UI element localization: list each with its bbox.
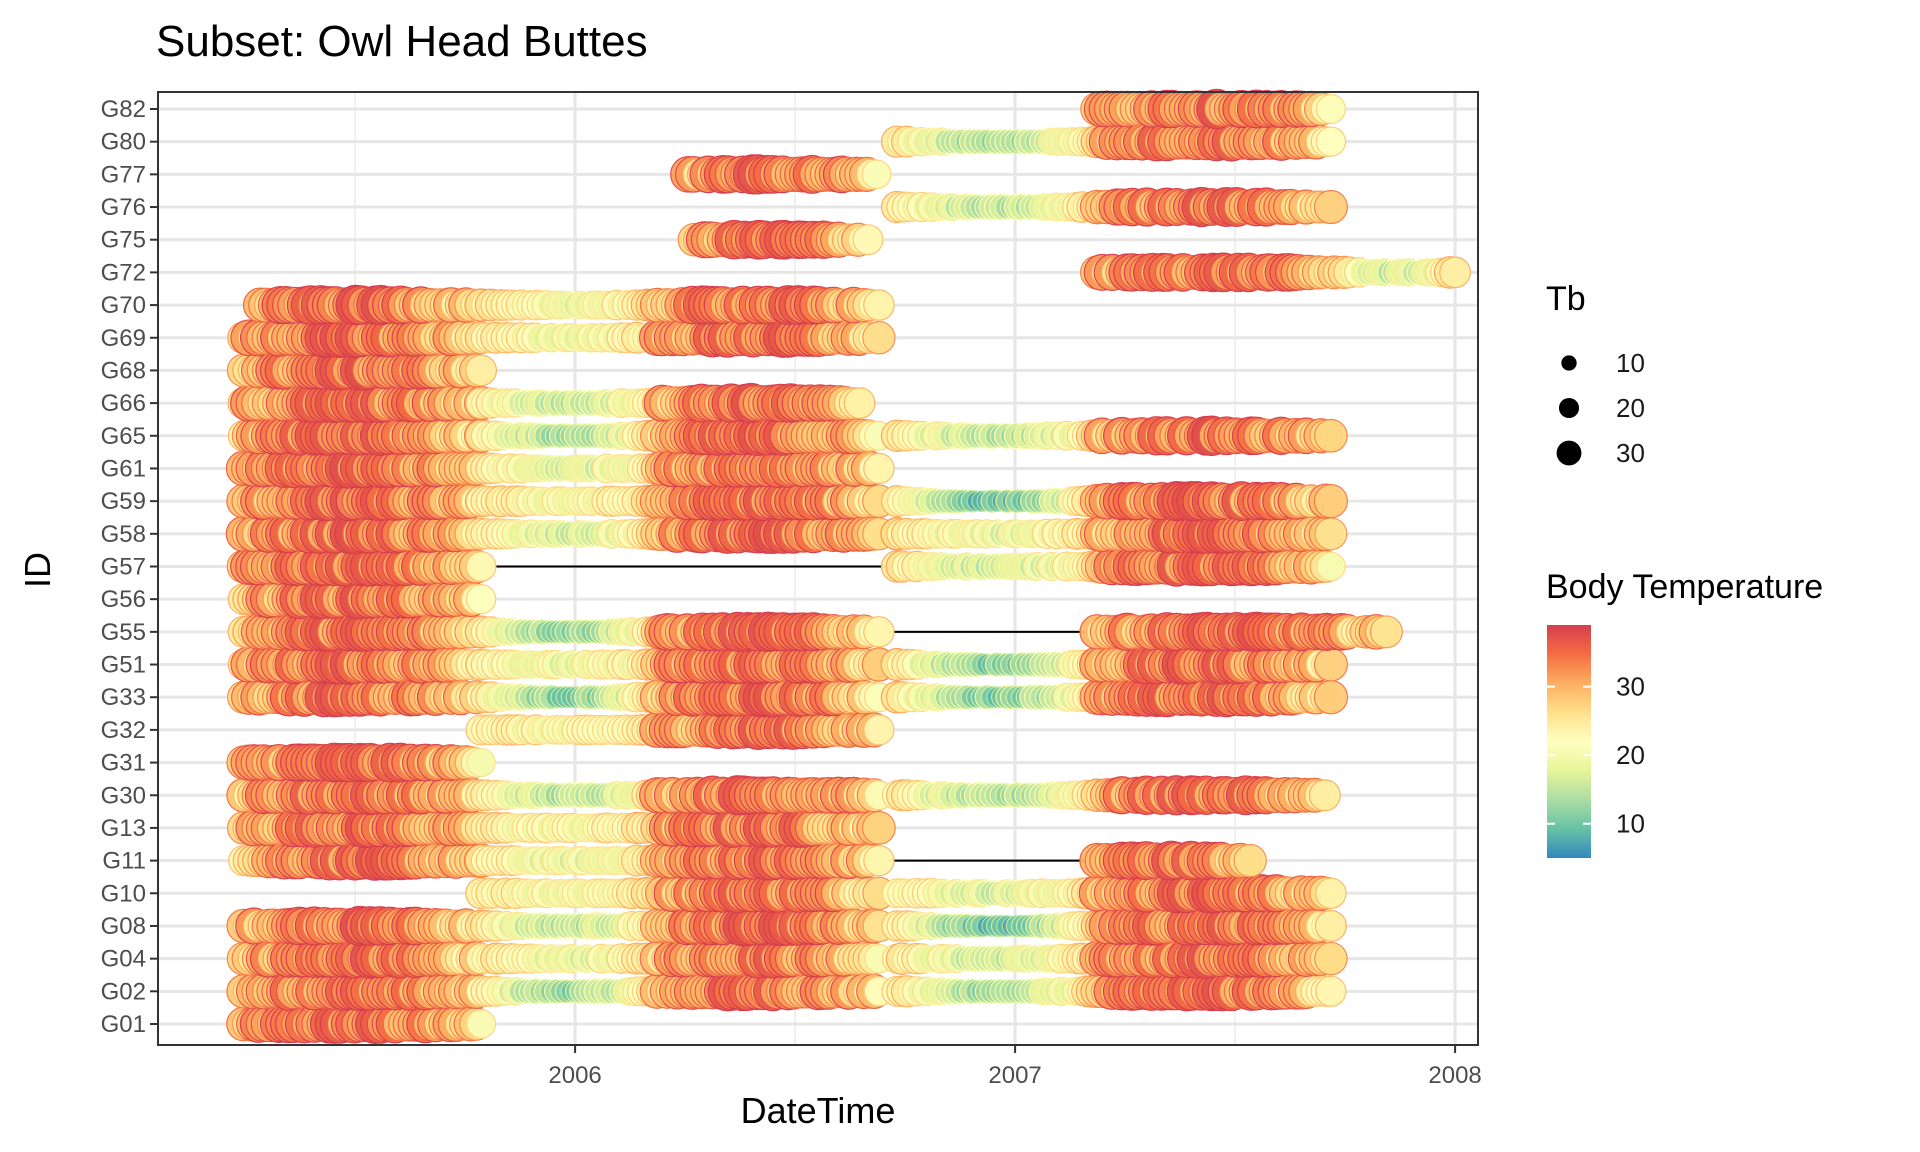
- data-point-G55: [863, 616, 895, 648]
- plot-panel-border: [157, 91, 1479, 1046]
- data-point-G61: [863, 452, 895, 485]
- chart-title: Subset: Owl Head Buttes: [156, 17, 648, 66]
- y-tick-label: G13: [101, 815, 146, 842]
- y-tick-label: G33: [101, 684, 146, 711]
- color-legend: Body Temperature 10 20 30: [1546, 568, 1823, 858]
- y-tick-label: G66: [101, 390, 146, 417]
- data-point-G08: [1314, 909, 1347, 942]
- y-tick-label: G55: [101, 619, 146, 646]
- y-tick-label: G56: [101, 586, 146, 613]
- color-bar: [1547, 625, 1591, 858]
- x-axis-ticks: 2006 2007 2008: [548, 1045, 1482, 1089]
- y-tick-label: G65: [101, 423, 146, 450]
- y-tick-label: G68: [101, 357, 146, 384]
- data-points: [225, 88, 1471, 1044]
- color-legend-label: 30: [1616, 672, 1645, 702]
- data-point-G30: [1308, 779, 1341, 812]
- size-legend-label: 30: [1616, 438, 1645, 468]
- y-tick-label: G30: [101, 782, 146, 809]
- y-tick-label: G59: [101, 488, 146, 515]
- y-tick-label: G76: [101, 194, 146, 221]
- y-tick-label: G58: [101, 521, 146, 548]
- y-tick-label: G75: [101, 227, 146, 254]
- data-point-G55: [1369, 615, 1403, 649]
- data-point-G57: [1316, 551, 1346, 582]
- data-point-G57: [465, 551, 497, 582]
- panel-border-rect: [157, 91, 1479, 1046]
- data-point-G13: [862, 811, 896, 845]
- size-legend-title: Tb: [1546, 280, 1586, 318]
- data-point-G69: [862, 321, 896, 355]
- y-tick-label: G31: [101, 750, 146, 777]
- data-point-G32: [863, 714, 895, 746]
- y-axis-title: ID: [17, 552, 58, 588]
- x-tick-label: 2007: [988, 1062, 1041, 1089]
- x-axis-title: DateTime: [741, 1090, 896, 1131]
- y-tick-label: G11: [102, 848, 146, 875]
- color-legend-title: Body Temperature: [1546, 568, 1823, 606]
- data-point-G77: [861, 159, 892, 190]
- data-point-G82: [1315, 93, 1346, 124]
- data-point-G75: [852, 224, 884, 256]
- y-tick-label: G01: [101, 1011, 146, 1038]
- data-point-G11: [1233, 843, 1267, 878]
- data-point-G80: [1315, 126, 1347, 157]
- data-point-G56: [465, 583, 497, 615]
- y-tick-label: G02: [101, 978, 146, 1005]
- y-tick-label: G72: [101, 259, 146, 286]
- data-point-G66: [843, 387, 876, 420]
- x-tick-label: 2006: [548, 1062, 601, 1089]
- data-point-G51: [1313, 647, 1349, 682]
- size-legend-key: [1556, 440, 1582, 466]
- size-legend-key: [1558, 397, 1580, 419]
- data-point-G72: [1439, 256, 1471, 289]
- y-tick-label: G10: [101, 880, 146, 907]
- y-tick-label: G82: [101, 96, 146, 123]
- data-point-G31: [466, 747, 496, 778]
- y-tick-label: G57: [101, 554, 146, 581]
- data-point-G10: [1315, 877, 1347, 909]
- y-tick-label: G32: [101, 717, 146, 744]
- y-axis-ticks: G01 G02 G04 G08 G10 G11 G13 G30 G31 G32 G33 G51 G55 G…: [101, 96, 158, 1038]
- y-tick-label: G61: [101, 455, 146, 482]
- size-legend-label: 10: [1616, 348, 1645, 378]
- y-tick-label: G69: [101, 325, 146, 352]
- size-legend: Tb 10 20 30: [1546, 280, 1645, 468]
- data-point-G02: [1315, 975, 1347, 1007]
- x-tick-label: 2008: [1428, 1062, 1481, 1089]
- data-point-G33: [1313, 680, 1349, 715]
- color-legend-label: 10: [1616, 809, 1645, 839]
- size-legend-key: [1561, 355, 1577, 371]
- data-point-G01: [466, 1009, 497, 1039]
- data-point-G70: [863, 289, 895, 321]
- data-point-G58: [1314, 517, 1348, 551]
- data-point-G04: [1314, 941, 1348, 976]
- data-point-G76: [1313, 189, 1349, 225]
- size-legend-label: 20: [1616, 393, 1645, 423]
- color-legend-label: 20: [1616, 740, 1645, 770]
- data-point-G65: [1313, 418, 1348, 453]
- data-point-G11: [863, 844, 895, 877]
- y-tick-label: G80: [101, 129, 146, 156]
- y-tick-label: G77: [101, 161, 146, 188]
- y-tick-label: G70: [101, 292, 146, 319]
- y-tick-label: G51: [101, 652, 146, 679]
- y-tick-label: G04: [101, 946, 146, 973]
- data-point-G59: [1313, 484, 1349, 519]
- data-point-G68: [465, 354, 498, 387]
- y-tick-label: G08: [101, 913, 146, 940]
